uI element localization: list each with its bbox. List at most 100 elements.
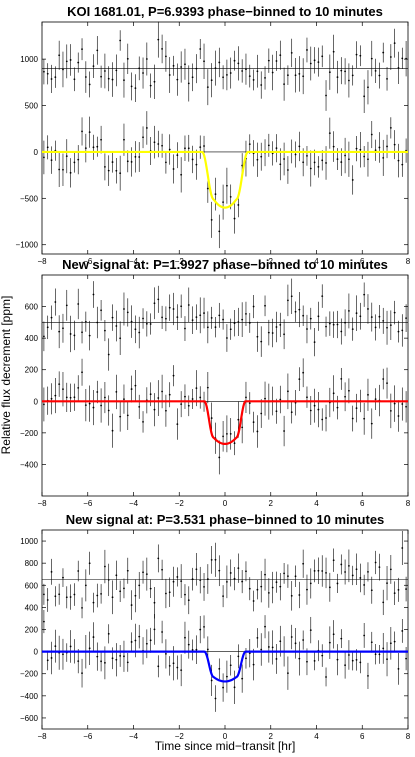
lower-data-point [69, 171, 72, 174]
lower-data-point [157, 397, 160, 399]
lower-data-point [382, 378, 385, 380]
lower-data-point [100, 660, 102, 663]
upper-data-point [321, 55, 324, 58]
lower-data-point [344, 664, 346, 667]
lower-data-point [336, 158, 339, 160]
upper-data-point [62, 327, 64, 330]
upper-data-point [393, 592, 396, 595]
lower-data-point [275, 658, 278, 660]
lower-data-point [88, 647, 91, 650]
upper-data-point [214, 558, 217, 561]
lower-data-point [119, 655, 122, 657]
lower-data-point [180, 669, 183, 672]
upper-data-point [275, 60, 278, 62]
upper-data-point [134, 328, 137, 331]
lower-data-point [287, 169, 289, 171]
lower-data-point [393, 402, 396, 405]
x-axis-label: Time since mid−transit [hr] [155, 739, 296, 753]
lower-data-point [92, 636, 95, 638]
upper-data-point [222, 76, 224, 79]
upper-data-point [161, 316, 163, 319]
upper-data-point [172, 308, 175, 310]
lower-data-point [153, 628, 156, 631]
upper-data-point [46, 599, 49, 601]
upper-data-point [218, 61, 221, 64]
upper-data-point [130, 85, 133, 88]
upper-data-point [107, 77, 110, 80]
lower-data-point [237, 204, 240, 206]
upper-data-point [298, 594, 301, 596]
lower-data-point [313, 404, 316, 407]
upper-data-point [168, 306, 171, 309]
lower-data-point [275, 147, 278, 150]
upper-data-point [157, 38, 160, 41]
lower-data-point [115, 658, 118, 661]
lower-data-point [374, 398, 377, 401]
lower-data-point [321, 654, 324, 657]
lower-data-point [237, 655, 240, 658]
lower-data-point [191, 649, 194, 651]
x-tick-label: 0 [223, 732, 228, 741]
lower-data-point [378, 653, 381, 656]
upper-data-point [359, 315, 362, 318]
lower-data-point [248, 402, 251, 405]
upper-data-point [210, 559, 213, 561]
x-tick-label: 8 [406, 732, 411, 741]
upper-data-point [252, 305, 255, 308]
lower-data-point [233, 442, 236, 445]
y-tick-label: 400 [25, 603, 39, 612]
lower-data-point [386, 145, 388, 148]
upper-data-point [290, 295, 293, 298]
upper-data-point [107, 353, 110, 356]
upper-data-point [115, 69, 118, 72]
lower-data-point [214, 697, 217, 700]
upper-data-point [123, 587, 125, 590]
lower-data-point [264, 397, 266, 400]
upper-data-point [267, 331, 270, 334]
upper-data-point [374, 561, 377, 564]
upper-data-point [367, 308, 369, 310]
lower-data-point [344, 154, 346, 157]
upper-data-point [374, 326, 377, 329]
y-tick-label: 1000 [20, 537, 38, 546]
lower-data-point [81, 672, 83, 675]
upper-data-point [256, 335, 259, 338]
x-tick-label: 0 [223, 499, 228, 508]
upper-data-point [73, 78, 76, 81]
lower-data-point [157, 143, 160, 145]
lower-data-point [130, 161, 133, 163]
lower-data-point [210, 219, 213, 221]
lower-data-point [126, 414, 129, 417]
upper-data-point [348, 564, 350, 567]
upper-data-point [111, 78, 114, 81]
upper-data-point [184, 593, 186, 596]
upper-data-point [77, 570, 80, 572]
x-tick-label: −6 [83, 257, 93, 266]
upper-data-point [184, 63, 186, 66]
upper-data-point [233, 322, 236, 325]
lower-data-point [104, 396, 106, 399]
upper-data-point [210, 79, 213, 82]
x-tick-label: 4 [314, 732, 319, 741]
lower-data-point [309, 629, 312, 632]
upper-data-point [389, 56, 392, 58]
chart-panel-2: New signal at: P=1.9927 phase−binned to … [20, 257, 411, 508]
upper-data-point [191, 319, 194, 322]
upper-data-point [69, 333, 72, 335]
lower-data-point [172, 168, 175, 170]
lower-data-point [104, 165, 106, 168]
upper-data-point [96, 594, 99, 597]
lower-data-point [386, 658, 388, 661]
lower-data-point [73, 396, 76, 399]
upper-data-point [145, 322, 148, 325]
x-tick-label: −8 [37, 499, 47, 508]
lower-data-point [123, 655, 125, 658]
upper-data-point [401, 329, 404, 332]
lower-data-point [229, 195, 232, 198]
x-tick-label: −2 [175, 499, 185, 508]
lower-data-point [359, 148, 362, 151]
lower-data-point [43, 403, 45, 406]
upper-data-point [77, 303, 80, 305]
upper-data-point [119, 39, 122, 42]
upper-data-point [100, 75, 102, 78]
